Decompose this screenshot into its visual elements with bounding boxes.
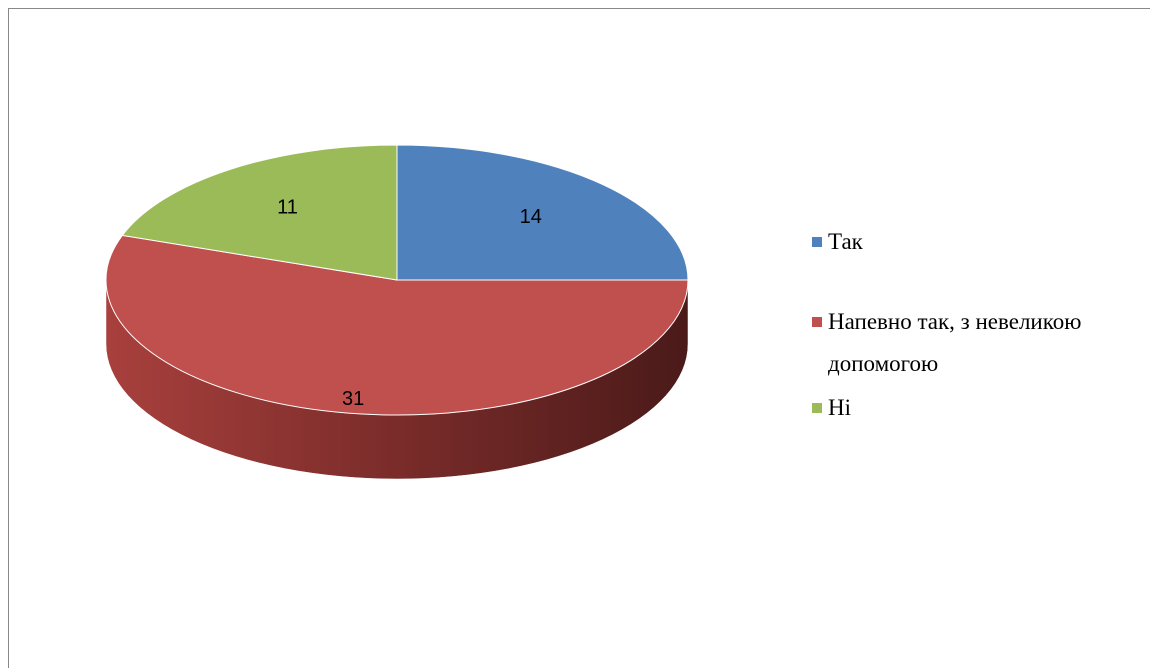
data-label: 14 <box>520 206 542 228</box>
data-label: 31 <box>342 388 364 410</box>
legend-item: Так <box>812 221 1142 263</box>
legend-item: Ні <box>812 387 1142 429</box>
legend-label: Напевно так, з невеликою допомогою <box>828 309 1082 376</box>
chart-border <box>8 8 1150 668</box>
legend-swatch <box>812 237 822 247</box>
legend-swatch <box>812 317 822 327</box>
slice <box>396 144 689 281</box>
legend-label: Ні <box>828 395 851 420</box>
legend-label: Так <box>828 229 863 254</box>
legend: Так Напевно так, з невеликою допомогою Ні <box>812 221 1142 429</box>
data-label: 11 <box>277 197 298 219</box>
slice <box>105 234 689 416</box>
slice <box>121 144 398 281</box>
legend-item: Напевно так, з невеликою допомогою <box>812 301 1142 385</box>
legend-swatch <box>812 403 822 413</box>
